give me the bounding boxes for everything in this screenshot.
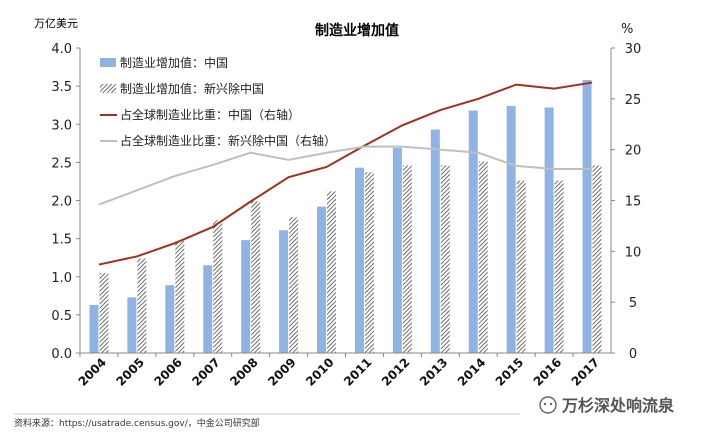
bar-emerging-ex-china-2014 <box>478 161 488 353</box>
chart-title: 制造业增加值 <box>315 22 399 39</box>
line-emerging-ex-china-share <box>98 145 593 206</box>
right-axis-unit: % <box>621 22 633 37</box>
right-tick-label: 25 <box>625 93 642 108</box>
x-tick-label: 2014 <box>455 355 489 389</box>
x-tick-label: 2016 <box>531 355 565 389</box>
bar-china-2006 <box>165 285 175 353</box>
bar-china-2004 <box>89 304 99 353</box>
left-tick-label: 0.0 <box>51 347 72 362</box>
bar-emerging-ex-china-2007 <box>213 220 223 353</box>
bar-emerging-ex-china-2008 <box>251 201 261 353</box>
bar-china-2017 <box>582 80 592 354</box>
source-note: 资料来源：https://usatrade.census.gov/，中金公司研究… <box>14 417 260 429</box>
right-axis-ticks: 0 5 10 15 20 25 30 <box>611 42 641 362</box>
watermark-text: 万杉深处响流泉 <box>561 396 675 415</box>
wechat-icon <box>539 396 557 414</box>
x-tick-label: 2005 <box>113 355 147 389</box>
x-tick-label: 2015 <box>493 355 527 389</box>
bar-emerging-ex-china-2010 <box>327 191 337 353</box>
bar-china-2016 <box>544 107 554 353</box>
left-tick-label: 0.5 <box>51 309 72 324</box>
x-tick-label: 2010 <box>303 355 337 389</box>
bar-china-2012 <box>392 147 402 353</box>
left-tick-label: 2.5 <box>51 156 72 171</box>
legend-swatch-em-bar <box>100 84 116 93</box>
bar-china-2010 <box>317 206 327 353</box>
right-tick-label: 15 <box>625 195 642 210</box>
bar-emerging-ex-china-2005 <box>137 258 147 353</box>
wechat-icon-dot-2 <box>549 402 553 406</box>
x-tick-label: 2012 <box>379 355 413 389</box>
bar-china-2007 <box>203 265 213 353</box>
left-tick-label: 3.0 <box>51 118 72 133</box>
right-tick-label: 30 <box>625 42 642 57</box>
left-tick-label: 1.0 <box>51 271 72 286</box>
bar-emerging-ex-china-2009 <box>289 217 299 353</box>
left-tick-label: 1.5 <box>51 233 72 248</box>
bar-china-2005 <box>127 297 137 353</box>
bar-china-2008 <box>241 240 251 353</box>
legend-label-em-line: 占全球制造业比重：新兴除中国（右轴） <box>120 133 336 148</box>
left-tick-label: 2.0 <box>51 195 72 210</box>
x-tick-label: 2006 <box>151 355 185 389</box>
x-axis-ticks: 2004 2005 2006 2007 2008 2009 2010 2011 2012 2013… <box>76 353 603 389</box>
wechat-icon-dot <box>543 402 547 406</box>
left-tick-label: 3.5 <box>51 80 72 95</box>
bar-emerging-ex-china-2006 <box>175 240 185 353</box>
left-tick-label: 4.0 <box>51 42 72 57</box>
legend-label-em-bar: 制造业增加值：新兴除中国 <box>120 81 264 96</box>
line-china-share <box>98 81 593 266</box>
x-tick-label: 2013 <box>417 355 451 389</box>
bar-china-2013 <box>430 129 440 353</box>
x-tick-label: 2007 <box>189 355 223 389</box>
bar-emerging-ex-china-2013 <box>440 165 450 353</box>
right-tick-label: 20 <box>625 144 642 159</box>
x-tick-label: 2008 <box>227 355 261 389</box>
bars <box>89 80 602 354</box>
x-tick-label: 2017 <box>569 355 603 389</box>
legend: 制造业增加值：中国 制造业增加值：新兴除中国 占全球制造业比重：中国（右轴） 占… <box>100 55 336 148</box>
legend-label-china-line: 占全球制造业比重：中国（右轴） <box>120 107 300 122</box>
bar-china-2014 <box>468 110 478 354</box>
left-axis-ticks: 0.0 0.5 1.0 1.5 2.0 2.5 3.0 3.5 4.0 <box>51 42 80 362</box>
legend-swatch-china-bar <box>100 58 116 67</box>
right-tick-label: 10 <box>625 245 642 260</box>
x-tick-label: 2011 <box>341 355 375 389</box>
lines <box>98 81 593 266</box>
bar-china-2015 <box>506 105 516 353</box>
right-tick-label: 5 <box>629 296 637 311</box>
bar-china-2009 <box>279 230 289 353</box>
legend-label-china-bar: 制造业增加值：中国 <box>120 55 228 70</box>
left-axis-unit: 万亿美元 <box>34 17 78 30</box>
bar-emerging-ex-china-2012 <box>402 165 412 353</box>
bar-emerging-ex-china-2004 <box>99 272 109 353</box>
right-tick-label: 0 <box>629 347 637 362</box>
bar-china-2011 <box>354 167 364 353</box>
bar-emerging-ex-china-2016 <box>554 180 564 353</box>
bar-emerging-ex-china-2015 <box>516 180 526 353</box>
x-tick-label: 2009 <box>265 355 299 389</box>
bar-emerging-ex-china-2017 <box>592 165 602 353</box>
bar-emerging-ex-china-2011 <box>364 172 374 353</box>
x-tick-label: 2004 <box>76 355 110 389</box>
watermark: 万杉深处响流泉 <box>539 396 675 415</box>
